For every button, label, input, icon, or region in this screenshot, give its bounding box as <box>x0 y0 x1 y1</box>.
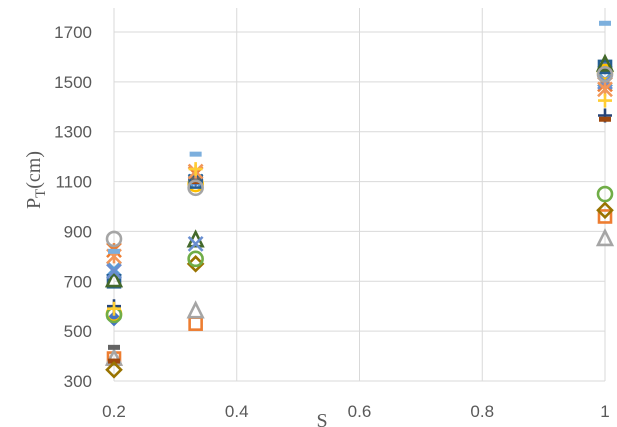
data-point <box>108 344 120 350</box>
data-point <box>595 53 615 72</box>
data-points <box>104 20 615 379</box>
data-point <box>106 260 122 277</box>
data-point <box>598 93 612 108</box>
y-tick-label: 500 <box>64 322 92 341</box>
data-point <box>188 316 203 331</box>
data-point <box>595 228 615 247</box>
data-point <box>187 179 204 197</box>
data-point <box>187 250 204 268</box>
y-tick-label: 1500 <box>54 73 92 92</box>
y-tick-label: 900 <box>64 222 92 241</box>
y-tick-label: 300 <box>64 372 92 391</box>
data-point <box>105 360 123 379</box>
data-point <box>597 209 613 224</box>
x-tick-label: 0.8 <box>470 402 494 421</box>
y-tick-label: 1300 <box>54 123 92 142</box>
x-axis-title: S <box>316 410 327 427</box>
data-point <box>106 263 122 280</box>
data-point <box>189 151 202 157</box>
data-point <box>596 66 614 83</box>
y-axis-title-sub: T <box>33 189 49 198</box>
data-point <box>108 248 120 254</box>
grid-lines <box>113 8 606 382</box>
data-point <box>104 269 124 288</box>
data-point <box>599 116 611 122</box>
data-point <box>189 176 202 182</box>
x-tick-label: 0.6 <box>348 402 372 421</box>
y-tick-label: 1100 <box>55 173 92 192</box>
data-point <box>186 254 205 273</box>
data-point <box>186 300 205 319</box>
y-axis-title-unit: (cm) <box>23 151 45 189</box>
data-point <box>107 301 121 316</box>
x-axis-ticks: 0.2 0.4 0.6 0.8 1 <box>102 402 610 421</box>
data-point <box>596 185 614 203</box>
y-tick-label: 700 <box>64 272 92 291</box>
x-tick-label: 0.2 <box>102 402 126 421</box>
data-point <box>105 230 123 248</box>
y-axis-title-main: P <box>23 198 45 209</box>
y-axis-ticks: 300 500 700 900 1100 1300 1500 1700 <box>54 23 92 391</box>
x-tick-label: 0.4 <box>225 402 249 421</box>
y-tick-label: 1700 <box>54 23 92 42</box>
x-tick-label: 1 <box>600 402 609 421</box>
y-axis-title: PT(cm) <box>23 151 49 209</box>
data-point <box>599 20 611 26</box>
data-point <box>596 201 614 220</box>
data-point <box>188 162 203 177</box>
data-point <box>187 235 204 252</box>
